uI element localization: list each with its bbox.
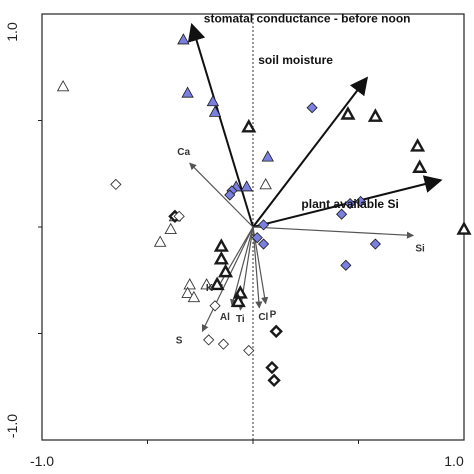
x-tick-label-max: 1.0 — [444, 453, 464, 469]
triangle-point-thin-outline — [153, 235, 167, 247]
diamond-point-thin-outline — [203, 334, 215, 346]
triangle-point-filled-blue — [208, 105, 222, 117]
arrow-label-ca: Ca — [177, 147, 190, 158]
diamond-point-filled-blue — [306, 102, 318, 114]
triangle-point-thin-outline — [183, 278, 196, 290]
triangle-point-bold-outline — [218, 263, 234, 278]
points — [56, 33, 472, 388]
arrows — [187, 22, 443, 333]
triangle-point-bold-outline — [410, 138, 426, 152]
triangle-point-thin-outline — [56, 79, 70, 92]
triangle-point-bold-outline — [230, 293, 246, 308]
diamond-point-bold-outline — [265, 360, 279, 375]
diamond-point-thin-outline — [243, 344, 255, 357]
arrow-stomatal-conductance-before-noon — [187, 22, 254, 228]
arrow-si — [252, 226, 415, 239]
y-tick-label-min: -1.0 — [4, 414, 20, 438]
arrow-s — [201, 226, 254, 333]
arrow-label-p: P — [270, 310, 277, 321]
diamond-point-filled-blue — [340, 259, 352, 271]
diamond-point-filled-blue — [257, 238, 270, 250]
triangle-point-filled-blue — [181, 86, 194, 98]
arrow-label-plant-available-si: plant available Si — [301, 197, 398, 211]
diamond-point-filled-blue — [344, 198, 356, 210]
diamond-point-thin-outline — [209, 300, 221, 312]
diamond-point-filled-blue — [251, 232, 263, 244]
triangle-point-filled-blue — [206, 95, 220, 107]
triangle-point-bold-outline — [412, 159, 428, 173]
triangle-point-thin-outline — [259, 177, 272, 190]
diamond-point-filled-blue — [224, 189, 236, 201]
triangle-point-thin-outline — [181, 286, 194, 298]
triangle-point-bold-outline — [241, 118, 257, 133]
diamond-point-filled-blue — [336, 208, 348, 220]
triangle-point-bold-outline — [456, 221, 472, 235]
diamond-point-thin-outline — [173, 210, 185, 222]
arrow-label-cl: Cl — [258, 312, 268, 323]
diamond-point-bold-outline — [267, 373, 281, 388]
diamond-point-thin-outline — [217, 338, 230, 350]
triangle-point-thin-outline — [200, 278, 213, 290]
triangle-point-bold-outline — [367, 108, 383, 122]
triangle-point-filled-blue — [240, 180, 253, 192]
arrow-label-si: Si — [415, 244, 425, 255]
arrow-label-al: Al — [220, 312, 230, 323]
arrow-label-k: K — [206, 283, 214, 294]
triangle-point-bold-outline — [209, 276, 225, 291]
triangle-point-bold-outline — [213, 250, 229, 265]
arrow-cl — [252, 226, 263, 309]
triangle-point-bold-outline — [213, 238, 229, 252]
arrow-label-s: S — [176, 335, 183, 346]
diamond-point-filled-blue — [355, 195, 367, 208]
triangle-point-filled-blue — [261, 150, 274, 162]
arrow-soil-moisture — [252, 76, 369, 228]
diamond-point-filled-blue — [369, 238, 381, 250]
triangle-point-filled-blue — [177, 33, 190, 45]
diamond-point-filled-blue — [257, 219, 270, 231]
arrow-ca — [189, 162, 254, 228]
triangle-point-thin-outline — [187, 290, 201, 303]
arrow-label-soil-moisture: soil moisture — [258, 53, 333, 67]
axes: -1.0 1.0 1.0 -1.0 — [4, 13, 465, 469]
labels: stomatal conductance - before noon soil m… — [176, 12, 425, 347]
arrow-label-stomatal-conductance-before-noon: stomatal conductance - before noon — [204, 12, 411, 26]
triangle-point-thin-outline — [164, 222, 177, 234]
diamond-point-thin-outline — [110, 178, 122, 191]
arrow-label-ti: Ti — [236, 314, 245, 325]
triangle-point-bold-outline — [340, 106, 356, 120]
x-tick-label-min: -1.0 — [30, 453, 54, 469]
y-tick-label-max: 1.0 — [4, 22, 20, 42]
diamond-point-bold-outline — [269, 324, 283, 339]
arrow-k — [216, 226, 254, 290]
arrow-al — [230, 226, 254, 307]
